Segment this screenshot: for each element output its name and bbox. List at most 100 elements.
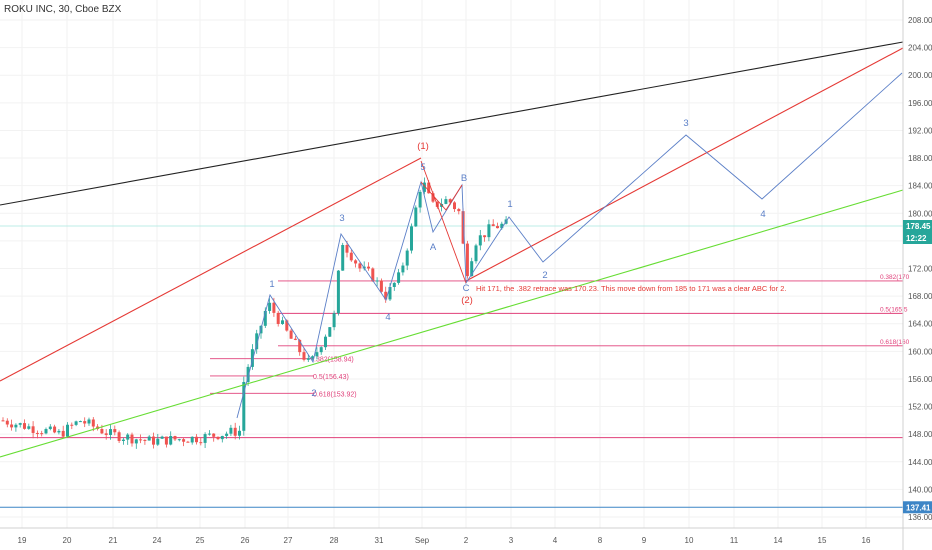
candle-body — [306, 358, 310, 360]
price-tick-label: 160.00 — [908, 347, 932, 356]
candle-body — [57, 430, 61, 433]
candle-body — [23, 423, 26, 429]
candle-body — [212, 433, 216, 437]
candle-body — [470, 261, 474, 277]
candle-body — [177, 439, 181, 441]
wave-1-label: 1 — [269, 279, 274, 290]
wave-c-label: C — [463, 283, 470, 294]
price-axis: 208.00 204.00 200.00 196.00 192.00 188.00 184.… — [902, 0, 932, 550]
candle-body — [70, 424, 74, 426]
time-tick-label: 10 — [685, 536, 694, 545]
candle-body — [367, 266, 370, 269]
candle-body — [298, 339, 302, 353]
candle-body — [229, 427, 233, 434]
fib-lower-50-label: 0.5(156.43) — [313, 374, 349, 381]
candle-body — [418, 191, 422, 208]
wave-3-label: 3 — [339, 213, 344, 224]
black-trendline — [0, 41, 904, 206]
candle-body — [53, 426, 57, 433]
candle-body — [487, 224, 491, 238]
candle-body — [444, 199, 448, 204]
wave-4-future-label: 4 — [760, 209, 765, 220]
candle-body — [40, 433, 44, 435]
candle-body — [126, 434, 130, 440]
candle-body — [173, 435, 177, 440]
candle-body — [139, 439, 143, 441]
fib-upper-618-label: 0.618(160 — [880, 339, 910, 346]
candle-body — [14, 424, 18, 428]
price-tick-label: 204.00 — [908, 44, 932, 53]
time-tick-label: 14 — [774, 536, 783, 545]
candle-body — [474, 245, 478, 262]
candle-body — [345, 245, 349, 253]
candle-body — [169, 435, 173, 445]
time-tick-label: 9 — [642, 536, 647, 545]
price-tick-label: 192.00 — [908, 126, 932, 135]
candle-body — [225, 433, 229, 436]
wave-3-future-label: 3 — [683, 118, 688, 129]
wave-b-label: B — [461, 173, 467, 184]
candle-body — [401, 265, 405, 273]
time-tick-label: 19 — [18, 536, 27, 545]
candle-body — [478, 235, 482, 246]
chart-grid — [0, 0, 903, 528]
candle-body — [164, 436, 168, 445]
candle-body — [461, 211, 465, 244]
candle-body — [83, 421, 87, 424]
candle-body — [100, 429, 104, 434]
candle-body — [186, 441, 190, 443]
candle-body — [457, 209, 461, 212]
price-tick-label: 208.00 — [908, 16, 932, 25]
candle-body — [397, 272, 401, 283]
candle-body — [233, 427, 237, 436]
wave-a-label: A — [430, 242, 437, 253]
candle-body — [384, 291, 388, 300]
candle-body — [203, 434, 207, 443]
candle-body — [311, 356, 315, 359]
candle-body — [496, 226, 499, 229]
price-tick-label: 140.00 — [908, 485, 932, 494]
elliott-projection-path — [236, 72, 903, 419]
level-price-tag: 137.41 — [906, 503, 931, 512]
candle-body — [388, 286, 392, 300]
candle-body — [431, 193, 435, 202]
time-tick-label: 3 — [509, 536, 514, 545]
price-tick-label: 168.00 — [908, 292, 932, 301]
candle-body — [109, 429, 112, 435]
candle-body — [349, 252, 353, 261]
candle-body — [293, 338, 297, 340]
candle-body — [246, 366, 250, 382]
candle-body — [483, 235, 487, 238]
red-abc-inner — [420, 181, 463, 211]
candle-body — [134, 439, 138, 444]
red-abc-leg — [420, 160, 467, 284]
candle-body — [324, 336, 327, 348]
time-tick-label: 28 — [330, 536, 339, 545]
candle-body — [371, 268, 375, 282]
candle-body — [336, 270, 340, 314]
candle-body — [152, 436, 155, 445]
candle-body — [448, 199, 452, 203]
time-tick-label: 25 — [196, 536, 205, 545]
green-trendline — [0, 189, 904, 458]
candle-body — [190, 436, 194, 443]
candle-body — [332, 313, 336, 328]
candle-body — [182, 439, 186, 442]
candle-body — [31, 426, 35, 433]
candle-body — [61, 430, 65, 437]
price-tick-label: 172.00 — [908, 265, 932, 274]
current-time-tag: 12:22 — [906, 234, 927, 243]
candle-body — [341, 245, 345, 271]
candle-body — [358, 263, 362, 269]
candle-body — [276, 312, 280, 324]
candle-body — [302, 352, 306, 360]
level-price-tag-bg — [903, 501, 932, 514]
fib-lower-382-label: .382(158.94) — [314, 357, 354, 364]
candle-body — [143, 439, 147, 441]
time-tick-label: 21 — [109, 536, 118, 545]
candle-body — [289, 330, 293, 339]
fib-upper-382-label: 0.382(170 — [880, 274, 910, 281]
price-tick-label: 156.00 — [908, 375, 932, 384]
wave-one-paren-label: (1) — [417, 141, 429, 152]
